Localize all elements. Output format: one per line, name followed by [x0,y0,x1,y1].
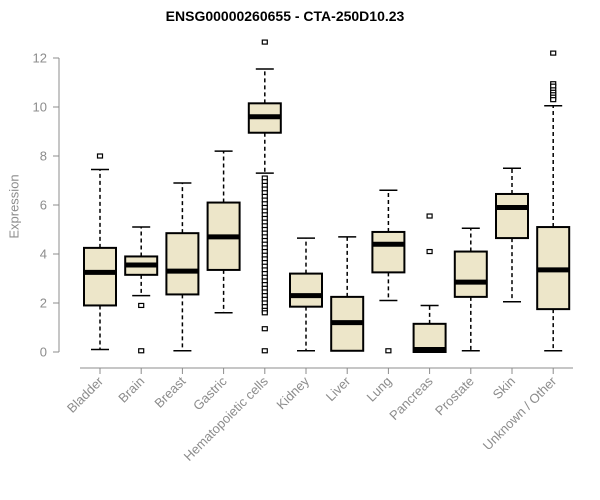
outlier-point [385,348,392,354]
outlier-point [261,348,268,354]
y-tick-label: 0 [40,345,47,360]
x-tick-label: Brain [115,374,147,406]
y-tick-label: 8 [40,149,47,164]
outlier-point [426,213,433,219]
x-tick-label: Liver [323,373,354,404]
y-tick-label: 6 [40,198,47,213]
x-tick-label: Skin [490,374,518,402]
outlier-point [261,39,268,45]
x-tick-label: Gastric [190,373,230,413]
y-tick-label: 10 [33,100,47,115]
outlier-point [550,50,557,56]
box [83,246,117,307]
box [289,272,323,308]
x-tick-label: Prostate [432,374,477,419]
x-tick-label: Unknown / Other [480,373,560,453]
y-tick-label: 12 [33,51,47,66]
y-tick-label: 4 [40,247,47,262]
chart-title: ENSG00000260655 - CTA-250D10.23 [165,8,405,24]
box [165,232,200,296]
box [371,230,406,274]
outlier-point [96,153,104,159]
outlier-point [138,348,145,354]
y-tick-label: 2 [40,296,47,311]
x-tick-label: Kidney [273,373,312,412]
outlier-point [261,326,268,332]
x-tick-label: Bladder [64,373,107,416]
x-tick-label: Breast [151,373,188,410]
outlier-point [426,248,433,255]
x-tick-label: Lung [363,374,394,405]
x-tick-label: Pancreas [386,373,436,423]
outlier-point [261,310,268,316]
box [453,250,488,298]
outlier-point [138,302,145,309]
box [495,192,529,240]
outlier-point [550,97,557,103]
